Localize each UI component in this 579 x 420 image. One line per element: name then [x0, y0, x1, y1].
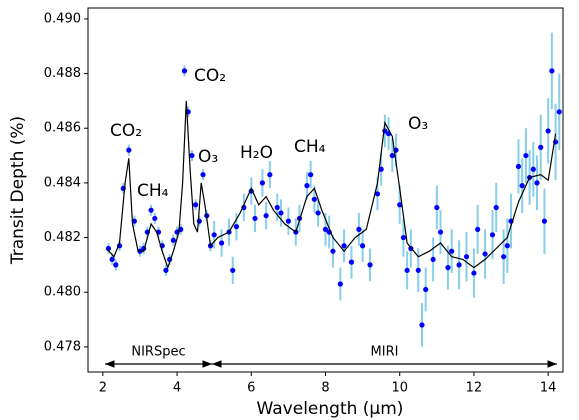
data-point [274, 204, 280, 211]
annotation: CH₄ [294, 137, 326, 157]
data-point [170, 237, 176, 243]
data-point [109, 256, 115, 263]
data-point [515, 163, 522, 170]
data-point [534, 180, 540, 186]
annotation: CO₂ [194, 66, 226, 86]
data-point [397, 202, 403, 208]
data-point [430, 256, 436, 263]
data-point [311, 196, 317, 202]
y-tick-label: 0.488 [44, 66, 81, 81]
data-point [400, 234, 407, 241]
data-point [163, 267, 169, 273]
data-point [356, 226, 362, 232]
data-point [504, 243, 510, 249]
annotation: O₃ [198, 147, 218, 167]
y-tick-label: 0.490 [44, 11, 81, 26]
data-point [200, 172, 206, 178]
x-tick-label: 2 [99, 381, 107, 396]
x-tick-label: 8 [321, 381, 329, 396]
data-point [549, 68, 555, 74]
data-point [189, 152, 195, 159]
data-point [233, 224, 240, 230]
region-label: MIRI [371, 345, 399, 360]
data-point [374, 191, 381, 197]
data-point [519, 183, 525, 189]
data-point [538, 144, 544, 150]
data-point [493, 204, 499, 211]
data-point [449, 248, 455, 254]
data-point [501, 254, 507, 260]
data-point [267, 172, 273, 178]
data-point [456, 262, 462, 268]
data-point [126, 147, 132, 153]
x-tick-label: 14 [540, 381, 557, 396]
data-point [367, 262, 373, 268]
x-tick-label: 10 [391, 381, 408, 396]
data-point [193, 202, 199, 208]
annotation: H₂O [240, 143, 273, 163]
annotation: CH₄ [137, 181, 169, 201]
data-point [330, 248, 336, 254]
y-tick-label: 0.478 [44, 339, 81, 354]
data-point [360, 243, 366, 249]
data-point [471, 270, 477, 276]
y-axis-label: Transit Depth (%) [8, 116, 28, 265]
data-point [341, 243, 347, 249]
data-point [434, 204, 440, 211]
data-point [181, 68, 188, 74]
data-point [437, 229, 444, 235]
y-tick-label: 0.486 [44, 121, 81, 136]
data-point [523, 152, 529, 159]
data-point [259, 180, 266, 186]
data-point [530, 166, 536, 172]
data-point [218, 240, 225, 246]
annotation: CO₂ [110, 121, 142, 141]
data-point [475, 226, 481, 232]
model-line [106, 100, 557, 270]
annotation: O₃ [408, 114, 428, 134]
data-point [348, 259, 355, 265]
data-point [113, 262, 119, 268]
x-axis-label: Wavelength (μm) [257, 399, 404, 419]
data-point [230, 267, 236, 273]
y-tick-label: 0.482 [44, 230, 81, 245]
data-point [389, 152, 395, 159]
y-tick-label: 0.484 [44, 175, 81, 190]
data-point [482, 251, 488, 257]
data-point [211, 232, 217, 238]
data-point [545, 128, 551, 134]
data-point [315, 210, 321, 216]
data-point [304, 183, 310, 189]
x-tick-label: 12 [466, 381, 483, 396]
region-label: NIRSpec [131, 345, 185, 360]
data-point [196, 218, 202, 224]
data-point [263, 213, 269, 219]
data-point [556, 109, 562, 115]
data-point [278, 210, 284, 216]
data-point [322, 226, 329, 232]
x-tick-label: 4 [173, 381, 181, 396]
data-point [337, 281, 343, 287]
data-point [152, 215, 158, 222]
data-point [419, 322, 425, 328]
data-point [252, 215, 258, 222]
data-point [445, 265, 451, 271]
data-point [131, 218, 137, 224]
y-tick-label: 0.480 [44, 285, 81, 300]
x-tick-label: 6 [247, 381, 255, 396]
data-point [148, 207, 154, 213]
data-point [415, 267, 421, 273]
data-point [541, 218, 548, 224]
plot-frame [87, 7, 564, 373]
data-point [489, 232, 496, 238]
data-point [423, 286, 429, 293]
data-point [404, 267, 410, 273]
data-point [463, 254, 470, 260]
data-point [308, 172, 314, 178]
data-point [285, 218, 291, 224]
